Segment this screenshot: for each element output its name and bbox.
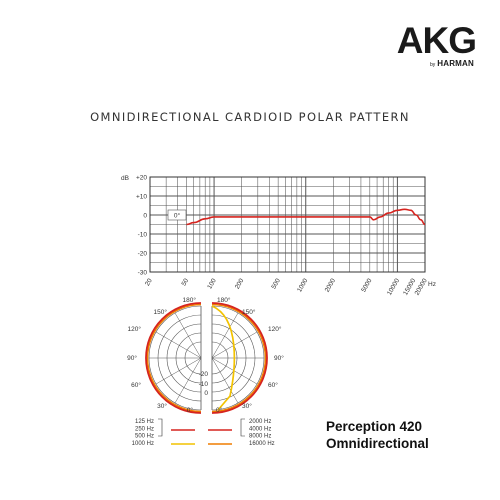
polar-angle-label-right: 30° xyxy=(242,402,252,410)
x-tick-label: 50 xyxy=(181,277,191,287)
polar-angle-label-left: 180° xyxy=(183,296,197,304)
polar-spoke xyxy=(174,357,202,404)
x-tick-label: 2000 xyxy=(324,277,337,293)
logo-wordmark: AKG xyxy=(396,20,477,61)
legend-left-label: 250 Hz xyxy=(135,426,154,432)
polar-spoke xyxy=(211,357,239,404)
polar-ring-label: -10 xyxy=(199,381,209,388)
product-name: Perception 420 xyxy=(326,419,423,434)
y-tick-label: +20 xyxy=(136,175,147,182)
angle-marker-box xyxy=(167,209,187,221)
x-tick-label: 200 xyxy=(234,277,246,290)
polar-ring-label: 0 xyxy=(204,390,208,397)
legend-right-label: 16000 Hz xyxy=(249,441,275,447)
polar-angle-label-left: 150° xyxy=(154,308,168,316)
akg-logo: AKG by HARMAN xyxy=(386,20,477,70)
polar-angle-label-right: 60° xyxy=(268,381,278,389)
polar-angle-label-right: 180° xyxy=(217,296,231,304)
polar-spoke xyxy=(155,357,202,385)
legend-right-label: 8000 Hz xyxy=(249,434,271,440)
polar-pattern-orange xyxy=(146,303,202,413)
polar-pattern-red xyxy=(145,302,202,414)
x-tick-label: 100 xyxy=(206,277,218,290)
logo-subline: by HARMAN xyxy=(430,59,474,70)
polar-angle-label-left: 120° xyxy=(128,325,142,333)
polar-pattern-yellow xyxy=(211,305,236,411)
polar-pattern-orange xyxy=(211,303,267,413)
x-tick-label: 5000 xyxy=(360,277,373,293)
x-tick-label: 20 xyxy=(144,277,154,287)
polar-spoke xyxy=(155,331,202,359)
x-axis-unit: Hz xyxy=(428,281,436,288)
legend-bracket-left xyxy=(158,418,163,437)
polar-pattern-chart: 180° 180° 150° 150° 120° 120° 90° 90° 60° 60° 30° 3… xyxy=(127,296,284,447)
legend-right-label: 4000 Hz xyxy=(249,426,271,432)
y-tick-label: -10 xyxy=(138,232,148,239)
polar-spoke xyxy=(211,312,239,359)
polar-angle-label-right: 120° xyxy=(268,325,282,333)
polar-angle-label-left: 90° xyxy=(127,354,137,362)
y-tick-label: 0 xyxy=(143,213,147,220)
polar-angle-label-right: 0° xyxy=(216,406,223,414)
x-tick-label: 500 xyxy=(270,277,282,290)
y-axis-label: dB xyxy=(121,175,129,182)
polar-angle-label-left: 0° xyxy=(187,406,194,414)
x-tick-label: 1000 xyxy=(296,277,309,293)
polar-ring-label: -20 xyxy=(199,371,209,378)
frequency-response-line xyxy=(186,208,426,226)
x-tick-label: 10000 xyxy=(386,277,401,296)
product-caption: Perception 420 Omnidirectional xyxy=(326,418,429,452)
polar-pattern-red xyxy=(211,302,268,414)
y-tick-label: +10 xyxy=(136,194,147,201)
product-pattern: Omnidirectional xyxy=(326,436,429,451)
x-tick-label: 20000 xyxy=(414,277,429,296)
legend-left-label: 1000 Hz xyxy=(132,441,154,447)
legend-left-label: 500 Hz xyxy=(135,434,154,440)
legend-left-label: 125 Hz xyxy=(135,419,154,425)
chart-title: OMNIDIRECTIONAL CARDIOID POLAR PATTERN xyxy=(90,110,410,124)
polar-angle-label-left: 30° xyxy=(157,402,167,410)
legend-bracket-right xyxy=(240,418,245,437)
y-tick-label: -30 xyxy=(138,270,148,277)
legend-right-label: 2000 Hz xyxy=(249,419,271,425)
y-tick-label: -20 xyxy=(138,251,148,258)
logo-by: by xyxy=(429,62,436,68)
polar-angle-label-right: 150° xyxy=(242,308,256,316)
angle-marker-label: 0° xyxy=(174,212,181,220)
logo-parent: HARMAN xyxy=(437,59,474,68)
polar-angle-label-right: 90° xyxy=(274,354,284,362)
polar-spoke xyxy=(174,312,202,359)
polar-angle-label-left: 60° xyxy=(131,381,141,389)
